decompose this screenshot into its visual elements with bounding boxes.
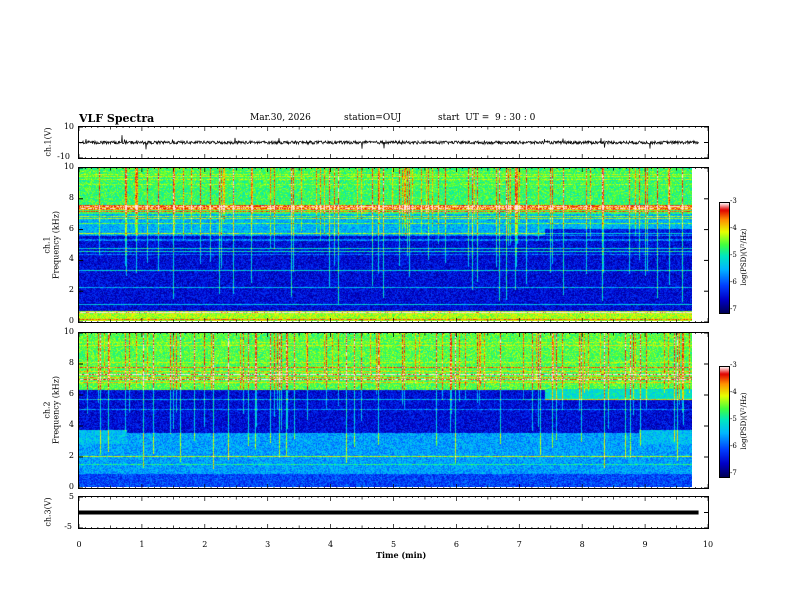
time-tick-label: 10 bbox=[702, 540, 714, 549]
time-tick-label: 3 bbox=[265, 540, 271, 549]
colorbar-tick-label: -3 bbox=[730, 361, 737, 369]
ch2-colorbar-label: log(PSD)(V²/Hz) bbox=[740, 392, 748, 450]
spec-ytick-label: 8 bbox=[68, 192, 74, 202]
time-tick-label: 9 bbox=[642, 540, 648, 549]
time-tick-label: 0 bbox=[76, 540, 82, 549]
colorbar-tick-label: -3 bbox=[730, 197, 737, 205]
station-label: station=OUJ bbox=[344, 113, 402, 123]
spec-ytick-label: 2 bbox=[68, 451, 74, 460]
ch2-spectrogram bbox=[79, 333, 692, 487]
ch1-waveform-ylabel: ch.1(V) bbox=[43, 127, 53, 157]
ch1-spec-ylabel: Frequency (kHz) bbox=[51, 210, 61, 280]
ch1-spectrogram bbox=[79, 168, 692, 321]
ch3-waveform-frame bbox=[78, 496, 709, 529]
colorbar-tick-label: -6 bbox=[730, 442, 737, 450]
spec-ytick-label: 6 bbox=[68, 223, 74, 233]
colorbar-tick-label: -4 bbox=[730, 388, 737, 396]
colorbar-tick-label: -7 bbox=[730, 305, 737, 313]
time-tick-label: 4 bbox=[328, 540, 334, 549]
plot-title: VLF Spectra bbox=[79, 112, 155, 125]
date-label: Mar.30, 2026 bbox=[250, 113, 311, 123]
spec-ytick-label: 0 bbox=[68, 482, 74, 491]
spec-ytick-label: 10 bbox=[63, 162, 74, 171]
time-tick-label: 1 bbox=[139, 540, 145, 549]
colorbar-tick-label: -4 bbox=[730, 224, 737, 232]
colorbar-tick-label: -5 bbox=[730, 251, 737, 259]
time-axis-label: Time (min) bbox=[376, 550, 427, 560]
ch1-ytick-top: 10 bbox=[63, 122, 74, 131]
start-time-label: start UT = 9 : 30 : 0 bbox=[438, 113, 536, 123]
ch2-colorbar bbox=[719, 366, 730, 478]
ch3-ytick-bottom: -5 bbox=[64, 522, 72, 531]
ch1-colorbar-label: log(PSD)(V²/Hz) bbox=[740, 228, 748, 286]
colorbar-tick-label: -5 bbox=[730, 415, 737, 423]
ch1-waveform-frame bbox=[78, 126, 709, 159]
spec-ytick-label: 4 bbox=[68, 254, 74, 264]
time-tick-label: 5 bbox=[390, 540, 397, 549]
ch2-spec-ylabel: Frequency (kHz) bbox=[51, 375, 61, 445]
colorbar-tick-label: -7 bbox=[730, 469, 737, 477]
ch1-ytick-bottom: -10 bbox=[57, 152, 70, 161]
spec-ytick-label: 0 bbox=[68, 316, 74, 325]
ch1-spec-channel-label: ch.1 bbox=[42, 236, 52, 254]
spec-ytick-label: 10 bbox=[63, 327, 74, 336]
time-tick-label: 6 bbox=[453, 540, 459, 549]
spec-ytick-label: 2 bbox=[68, 285, 74, 295]
time-tick-label: 7 bbox=[516, 540, 522, 549]
ch1-spectrogram-frame bbox=[78, 167, 709, 323]
time-tick-label: 2 bbox=[202, 540, 208, 549]
ch3-ytick-top: 5 bbox=[68, 492, 74, 501]
spec-ytick-label: 8 bbox=[68, 358, 74, 367]
ch2-spectrogram-frame bbox=[78, 332, 709, 489]
ch3-waveform-ylabel: ch.3(V) bbox=[43, 497, 53, 527]
spec-ytick-label: 4 bbox=[68, 420, 74, 429]
colorbar-tick-label: -6 bbox=[730, 278, 737, 286]
time-tick-label: 8 bbox=[579, 540, 585, 549]
ch2-spec-channel-label: ch.2 bbox=[42, 401, 52, 419]
ch1-colorbar bbox=[719, 202, 730, 314]
spec-ytick-label: 6 bbox=[68, 389, 74, 398]
ch1-waveform-trace bbox=[78, 135, 699, 150]
